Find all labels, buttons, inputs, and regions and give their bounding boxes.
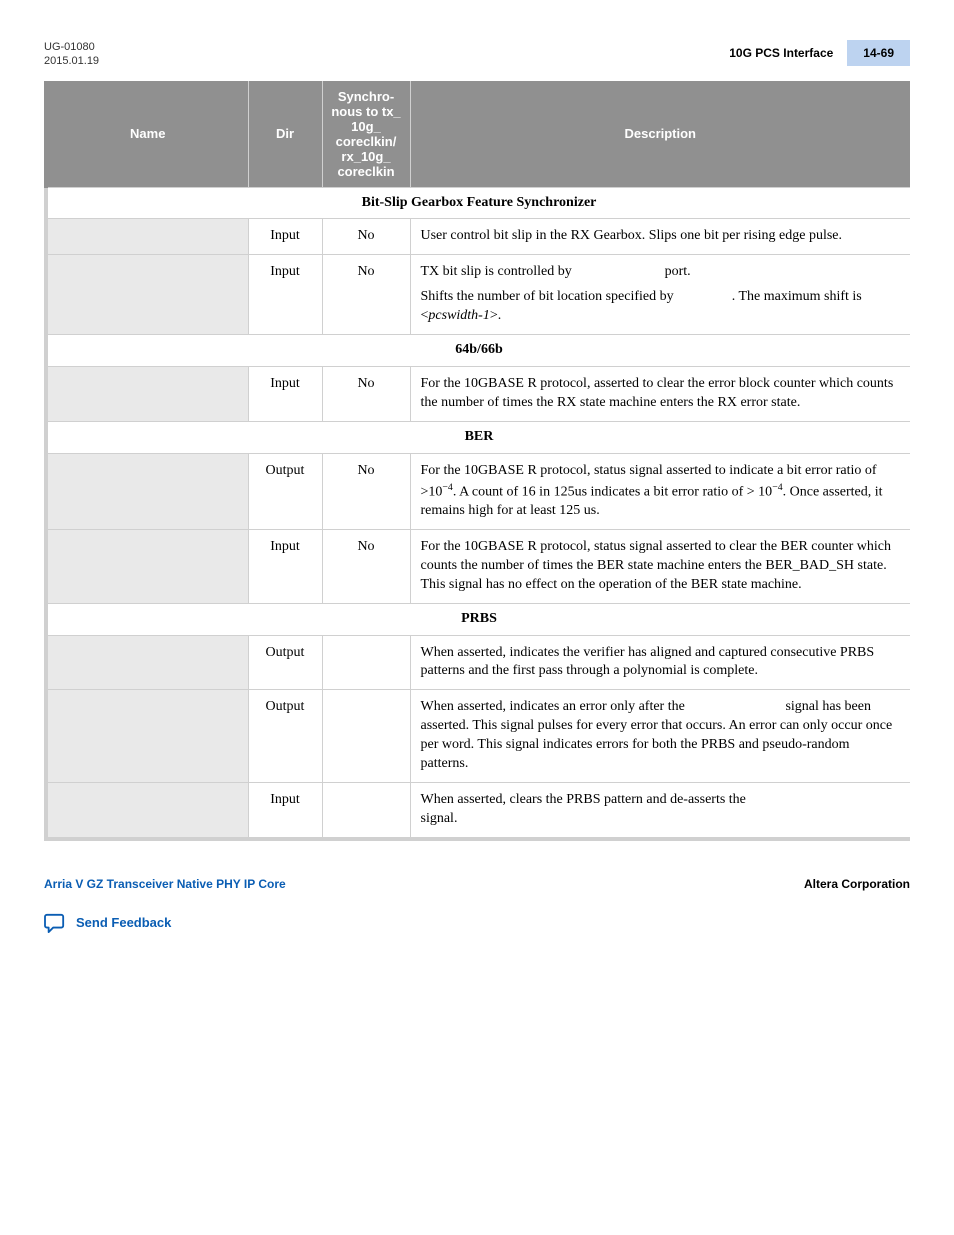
signal-name — [46, 366, 248, 421]
desc-part: port. — [661, 264, 691, 279]
signal-dir: Output — [248, 635, 322, 690]
header-right: 10G PCS Interface 14-69 — [729, 40, 910, 66]
signal-dir: Output — [248, 453, 322, 529]
col-sync-header: Synchro-nous to tx_10g_coreclkin/rx_10g_… — [322, 81, 410, 188]
signal-sync — [322, 635, 410, 690]
signal-desc: When asserted, indicates the verifier ha… — [410, 635, 910, 690]
desc-italic: pcswidth-1 — [428, 308, 489, 323]
signal-desc: TX bit slip is controlled by port. Shift… — [410, 255, 910, 335]
section-ber-label: BER — [46, 421, 910, 453]
table-row: Input When asserted, clears the PRBS pat… — [46, 782, 910, 838]
desc-part: When asserted, indicates an error only a… — [421, 699, 689, 714]
signal-name — [46, 635, 248, 690]
signal-sync: No — [322, 453, 410, 529]
signal-sync: No — [322, 366, 410, 421]
feedback-icon — [44, 913, 66, 933]
signal-name — [46, 529, 248, 603]
signal-dir: Output — [248, 690, 322, 783]
footer-core-name: Arria V GZ Transceiver Native PHY IP Cor… — [44, 877, 286, 891]
section-prbs-label: PRBS — [46, 603, 910, 635]
table-row: Output No For the 10GBASE R protocol, st… — [46, 453, 910, 529]
signal-dir: Input — [248, 782, 322, 838]
table-row: Output When asserted, indicates the veri… — [46, 635, 910, 690]
signal-desc: For the 10GBASE R protocol, status signa… — [410, 529, 910, 603]
doc-date: 2015.01.19 — [44, 54, 99, 68]
desc-part: When asserted, clears the PRBS pattern a… — [421, 792, 750, 807]
section-bitslip: Bit-Slip Gearbox Feature Synchronizer — [46, 187, 910, 219]
page-number: 14-69 — [847, 40, 910, 66]
doc-id: UG-01080 — [44, 40, 99, 54]
section-title: 10G PCS Interface — [729, 40, 847, 66]
send-feedback-link[interactable]: Send Feedback — [76, 915, 171, 930]
table-row: Input No TX bit slip is controlled by po… — [46, 255, 910, 335]
signal-dir: Input — [248, 529, 322, 603]
table-row: Output When asserted, indicates an error… — [46, 690, 910, 783]
signal-dir: Input — [248, 366, 322, 421]
table-row: Input No For the 10GBASE R protocol, ass… — [46, 366, 910, 421]
section-64b66b: 64b/66b — [46, 335, 910, 367]
section-64b66b-label: 64b/66b — [46, 335, 910, 367]
page-header: UG-01080 2015.01.19 10G PCS Interface 14… — [44, 40, 910, 69]
signal-desc: For the 10GBASE R protocol, asserted to … — [410, 366, 910, 421]
table-header-row: Name Dir Synchro-nous to tx_10g_coreclki… — [46, 81, 910, 188]
desc-part: . A count of 16 in 125us indicates a bit… — [453, 484, 772, 499]
desc-part: >. — [490, 308, 501, 323]
desc-code — [749, 792, 882, 807]
signal-dir: Input — [248, 219, 322, 255]
feedback-row: Send Feedback — [44, 913, 910, 933]
signal-sync: No — [322, 255, 410, 335]
signal-desc: When asserted, indicates an error only a… — [410, 690, 910, 783]
desc-code — [575, 264, 661, 279]
section-bitslip-label: Bit-Slip Gearbox Feature Synchronizer — [46, 187, 910, 219]
section-prbs: PRBS — [46, 603, 910, 635]
signal-name — [46, 690, 248, 783]
signal-name — [46, 255, 248, 335]
signal-desc: When asserted, clears the PRBS pattern a… — [410, 782, 910, 838]
col-name-header: Name — [46, 81, 248, 188]
signal-sync: No — [322, 219, 410, 255]
desc-part: signal. — [421, 811, 458, 826]
signal-desc: For the 10GBASE R protocol, status signa… — [410, 453, 910, 529]
col-dir-header: Dir — [248, 81, 322, 188]
signals-table: Name Dir Synchro-nous to tx_10g_coreclki… — [44, 81, 910, 841]
signal-name — [46, 219, 248, 255]
section-ber: BER — [46, 421, 910, 453]
signal-name — [46, 782, 248, 838]
signal-sync: No — [322, 529, 410, 603]
signal-dir: Input — [248, 255, 322, 335]
page-footer: Arria V GZ Transceiver Native PHY IP Cor… — [44, 877, 910, 891]
signal-sync — [322, 690, 410, 783]
desc-sup: −4 — [442, 482, 452, 493]
signal-name — [46, 453, 248, 529]
desc-part: TX bit slip is controlled by — [421, 264, 576, 279]
header-left: UG-01080 2015.01.19 — [44, 40, 99, 69]
signal-desc: User control bit slip in the RX Gearbox.… — [410, 219, 910, 255]
col-desc-header: Description — [410, 81, 910, 188]
table-row: Input No User control bit slip in the RX… — [46, 219, 910, 255]
desc-code — [688, 699, 782, 714]
desc-code — [677, 289, 732, 304]
desc-sup: −4 — [772, 482, 782, 493]
desc-part: Shifts the number of bit location specif… — [421, 289, 678, 304]
table-row: Input No For the 10GBASE R protocol, sta… — [46, 529, 910, 603]
footer-company: Altera Corporation — [804, 877, 910, 891]
signal-sync — [322, 782, 410, 838]
